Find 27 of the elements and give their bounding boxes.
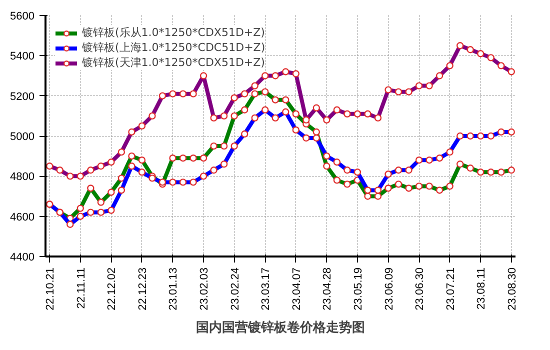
y-tick-label: 4800 (10, 171, 35, 184)
x-tick-label: 23.08.11 (476, 267, 488, 310)
legend-label: 镀锌板(上海1.0*1250*CDC51D+Z) (82, 40, 266, 55)
legend-label: 镀锌板(乐从1.0*1250*CDX51D+Z) (82, 25, 265, 40)
x-tick-label: 22.12.23 (136, 267, 149, 310)
x-tick-label: 23.02.24 (229, 267, 242, 310)
y-tick-label: 5200 (10, 90, 35, 103)
x-tick-label: 22.11.11 (75, 268, 88, 309)
x-tick-label: 23.07.21 (444, 267, 457, 310)
x-tick-label: 23.06.09 (383, 267, 396, 310)
x-tick-label: 23.04.28 (322, 267, 334, 310)
x-tick-label: 23.05.19 (352, 267, 364, 310)
x-tick-label: 23.08.30 (506, 267, 518, 310)
legend-label: 镀锌板(天津1.0*1250*CDX51D+Z) (82, 55, 265, 70)
y-tick-label: 5400 (10, 50, 35, 63)
y-tick-label: 4400 (10, 252, 35, 264)
y-tick-label: 5600 (10, 10, 35, 22)
x-tick-label: 23.04.07 (290, 267, 303, 310)
x-tick-label: 23.03.17 (260, 267, 272, 310)
x-tick-label: 23.02.03 (198, 267, 211, 310)
x-tick-label: 23.01.13 (168, 267, 180, 310)
y-tick-label: 5000 (10, 131, 35, 143)
text: 国内国营镀锌板卷价格走势图 (196, 320, 365, 336)
x-tick-label: 23.06.30 (414, 267, 426, 310)
x-tick-label: 22.12.02 (106, 267, 118, 310)
x-tick-label: 22.10.21 (44, 267, 57, 310)
y-tick-label: 4600 (10, 211, 35, 224)
